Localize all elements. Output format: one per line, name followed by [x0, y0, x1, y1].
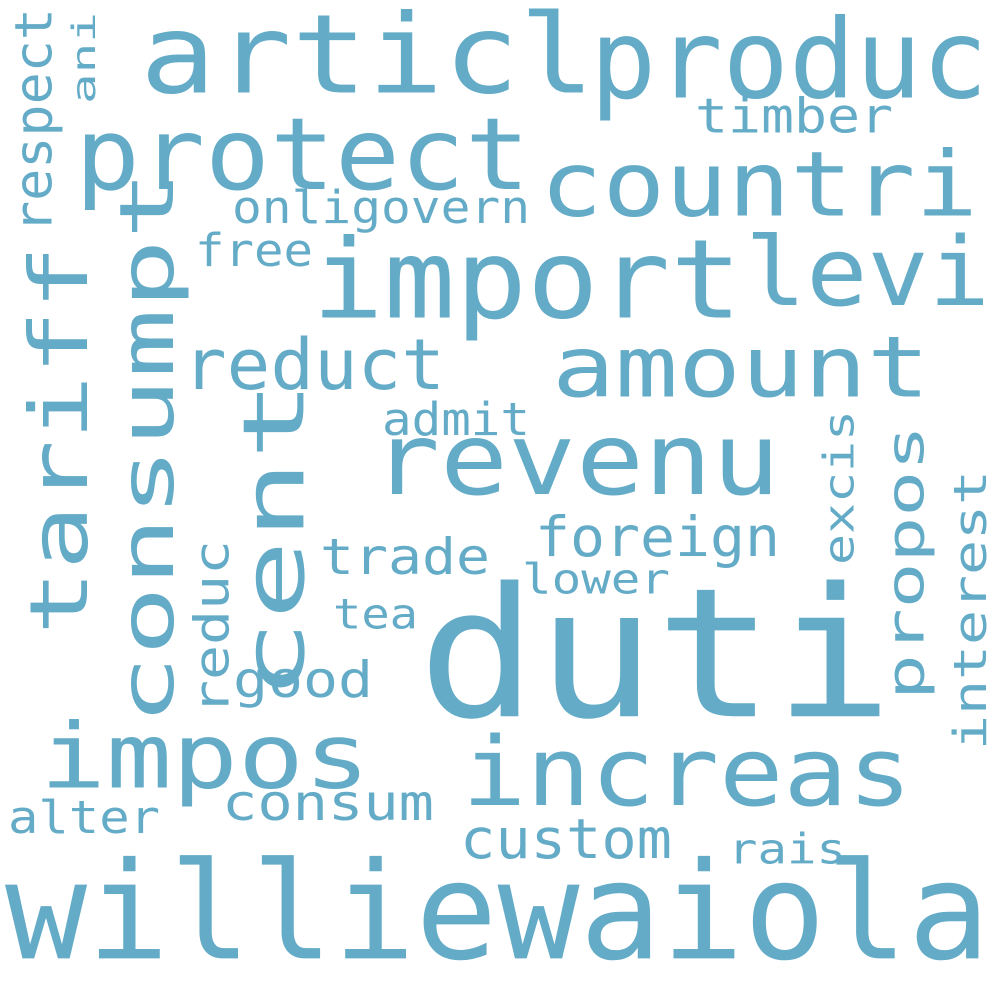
- word-ani: ani: [65, 12, 103, 105]
- word-consum: consum: [222, 773, 434, 832]
- word-countri: countri: [540, 131, 978, 238]
- word-amount: amount: [552, 317, 930, 417]
- word-interest: interest: [943, 470, 997, 750]
- word-foreign: foreign: [535, 505, 780, 570]
- word-excis: excis: [814, 410, 864, 565]
- word-reduct: reduct: [183, 323, 445, 406]
- word-rais: rais: [728, 824, 846, 874]
- word-good: good: [233, 650, 373, 709]
- word-produc: produc: [590, 0, 988, 124]
- word-reduc: reduc: [183, 540, 240, 715]
- word-consumpt: consumpt: [103, 170, 191, 725]
- word-propos: propos: [875, 425, 937, 700]
- word-trade: trade: [320, 527, 490, 586]
- word-free: free: [195, 223, 313, 277]
- word-increas: increas: [462, 716, 912, 828]
- word-williewaiola: williewaiola: [5, 832, 990, 991]
- word-levi: levi: [745, 216, 990, 328]
- word-import: import: [312, 215, 742, 344]
- word-alter: alter: [8, 790, 160, 844]
- word-admit: admit: [382, 392, 530, 446]
- word-protect: protect: [75, 96, 530, 213]
- word-duti: duti: [418, 548, 893, 760]
- word-revenu: revenu: [372, 401, 780, 518]
- word-tariff: tariff: [12, 245, 107, 636]
- word-impos: impos: [40, 703, 370, 810]
- word-tea: tea: [333, 589, 418, 639]
- word-onligovern: onligovern: [232, 180, 530, 234]
- word-articl: articl: [140, 0, 595, 119]
- word-respect: respect: [3, 8, 65, 233]
- word-lower: lower: [522, 554, 670, 604]
- word-custom: custom: [460, 807, 672, 872]
- word-timber: timber: [695, 87, 893, 144]
